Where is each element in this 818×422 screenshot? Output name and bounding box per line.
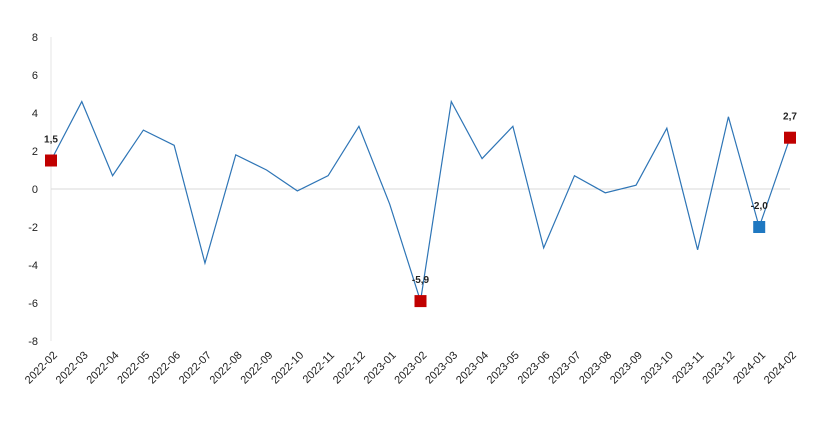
x-tick-label: 2024-02 — [762, 349, 799, 386]
value-label: -2,0 — [751, 201, 769, 212]
marker — [414, 295, 427, 308]
y-tick-label: 6 — [32, 70, 38, 82]
x-tick-label: 2022-05 — [115, 349, 152, 386]
y-tick-label: -8 — [28, 336, 38, 348]
marker — [784, 131, 796, 144]
x-tick-label: 2022-08 — [208, 349, 245, 386]
y-tick-label: 2 — [32, 146, 38, 158]
y-tick-label: -4 — [28, 260, 38, 272]
x-tick-label: 2023-08 — [577, 349, 614, 386]
x-tick-label: 2023-07 — [546, 349, 583, 386]
x-tick-label: 2022-12 — [331, 349, 368, 386]
x-tick-label: 2023-05 — [485, 349, 522, 386]
x-tick-label: 2022-03 — [54, 349, 91, 386]
value-label: 1,5 — [44, 135, 58, 146]
x-tick-label: 2022-07 — [177, 349, 214, 386]
x-tick-label: 2022-09 — [238, 349, 275, 386]
y-tick-label: -6 — [28, 298, 38, 310]
y-tick-label: 8 — [32, 32, 38, 44]
y-tick-label: -2 — [28, 222, 38, 234]
x-tick-label: 2022-04 — [84, 349, 121, 386]
x-tick-label: 2022-10 — [269, 349, 306, 386]
x-tick-label: 2022-11 — [301, 349, 337, 385]
x-tick-label: 2023-03 — [423, 349, 460, 386]
x-tick-label: 2022-02 — [23, 349, 60, 386]
line — [50, 99, 791, 302]
value-label: 2,7 — [783, 112, 797, 123]
marker — [45, 154, 57, 167]
x-tick-label: 2023-10 — [639, 349, 676, 386]
x-tick-label: 2023-06 — [516, 349, 553, 386]
marker — [753, 221, 766, 233]
x-tick-label: 2023-01 — [362, 349, 399, 386]
x-tick-label: 2023-12 — [700, 349, 737, 386]
value-label: -5,9 — [412, 275, 430, 286]
x-tick-label: 2023-11 — [670, 349, 706, 385]
x-tick-label: 2023-09 — [608, 349, 645, 386]
y-tick-label: 0 — [32, 184, 38, 196]
x-tick-label: 2024-01 — [731, 349, 768, 386]
x-tick-label: 2023-04 — [454, 349, 491, 386]
x-tick-label: 2022-06 — [146, 349, 183, 386]
x-tick-label: 2023-02 — [392, 349, 429, 386]
y-tick-label: 4 — [32, 108, 38, 120]
